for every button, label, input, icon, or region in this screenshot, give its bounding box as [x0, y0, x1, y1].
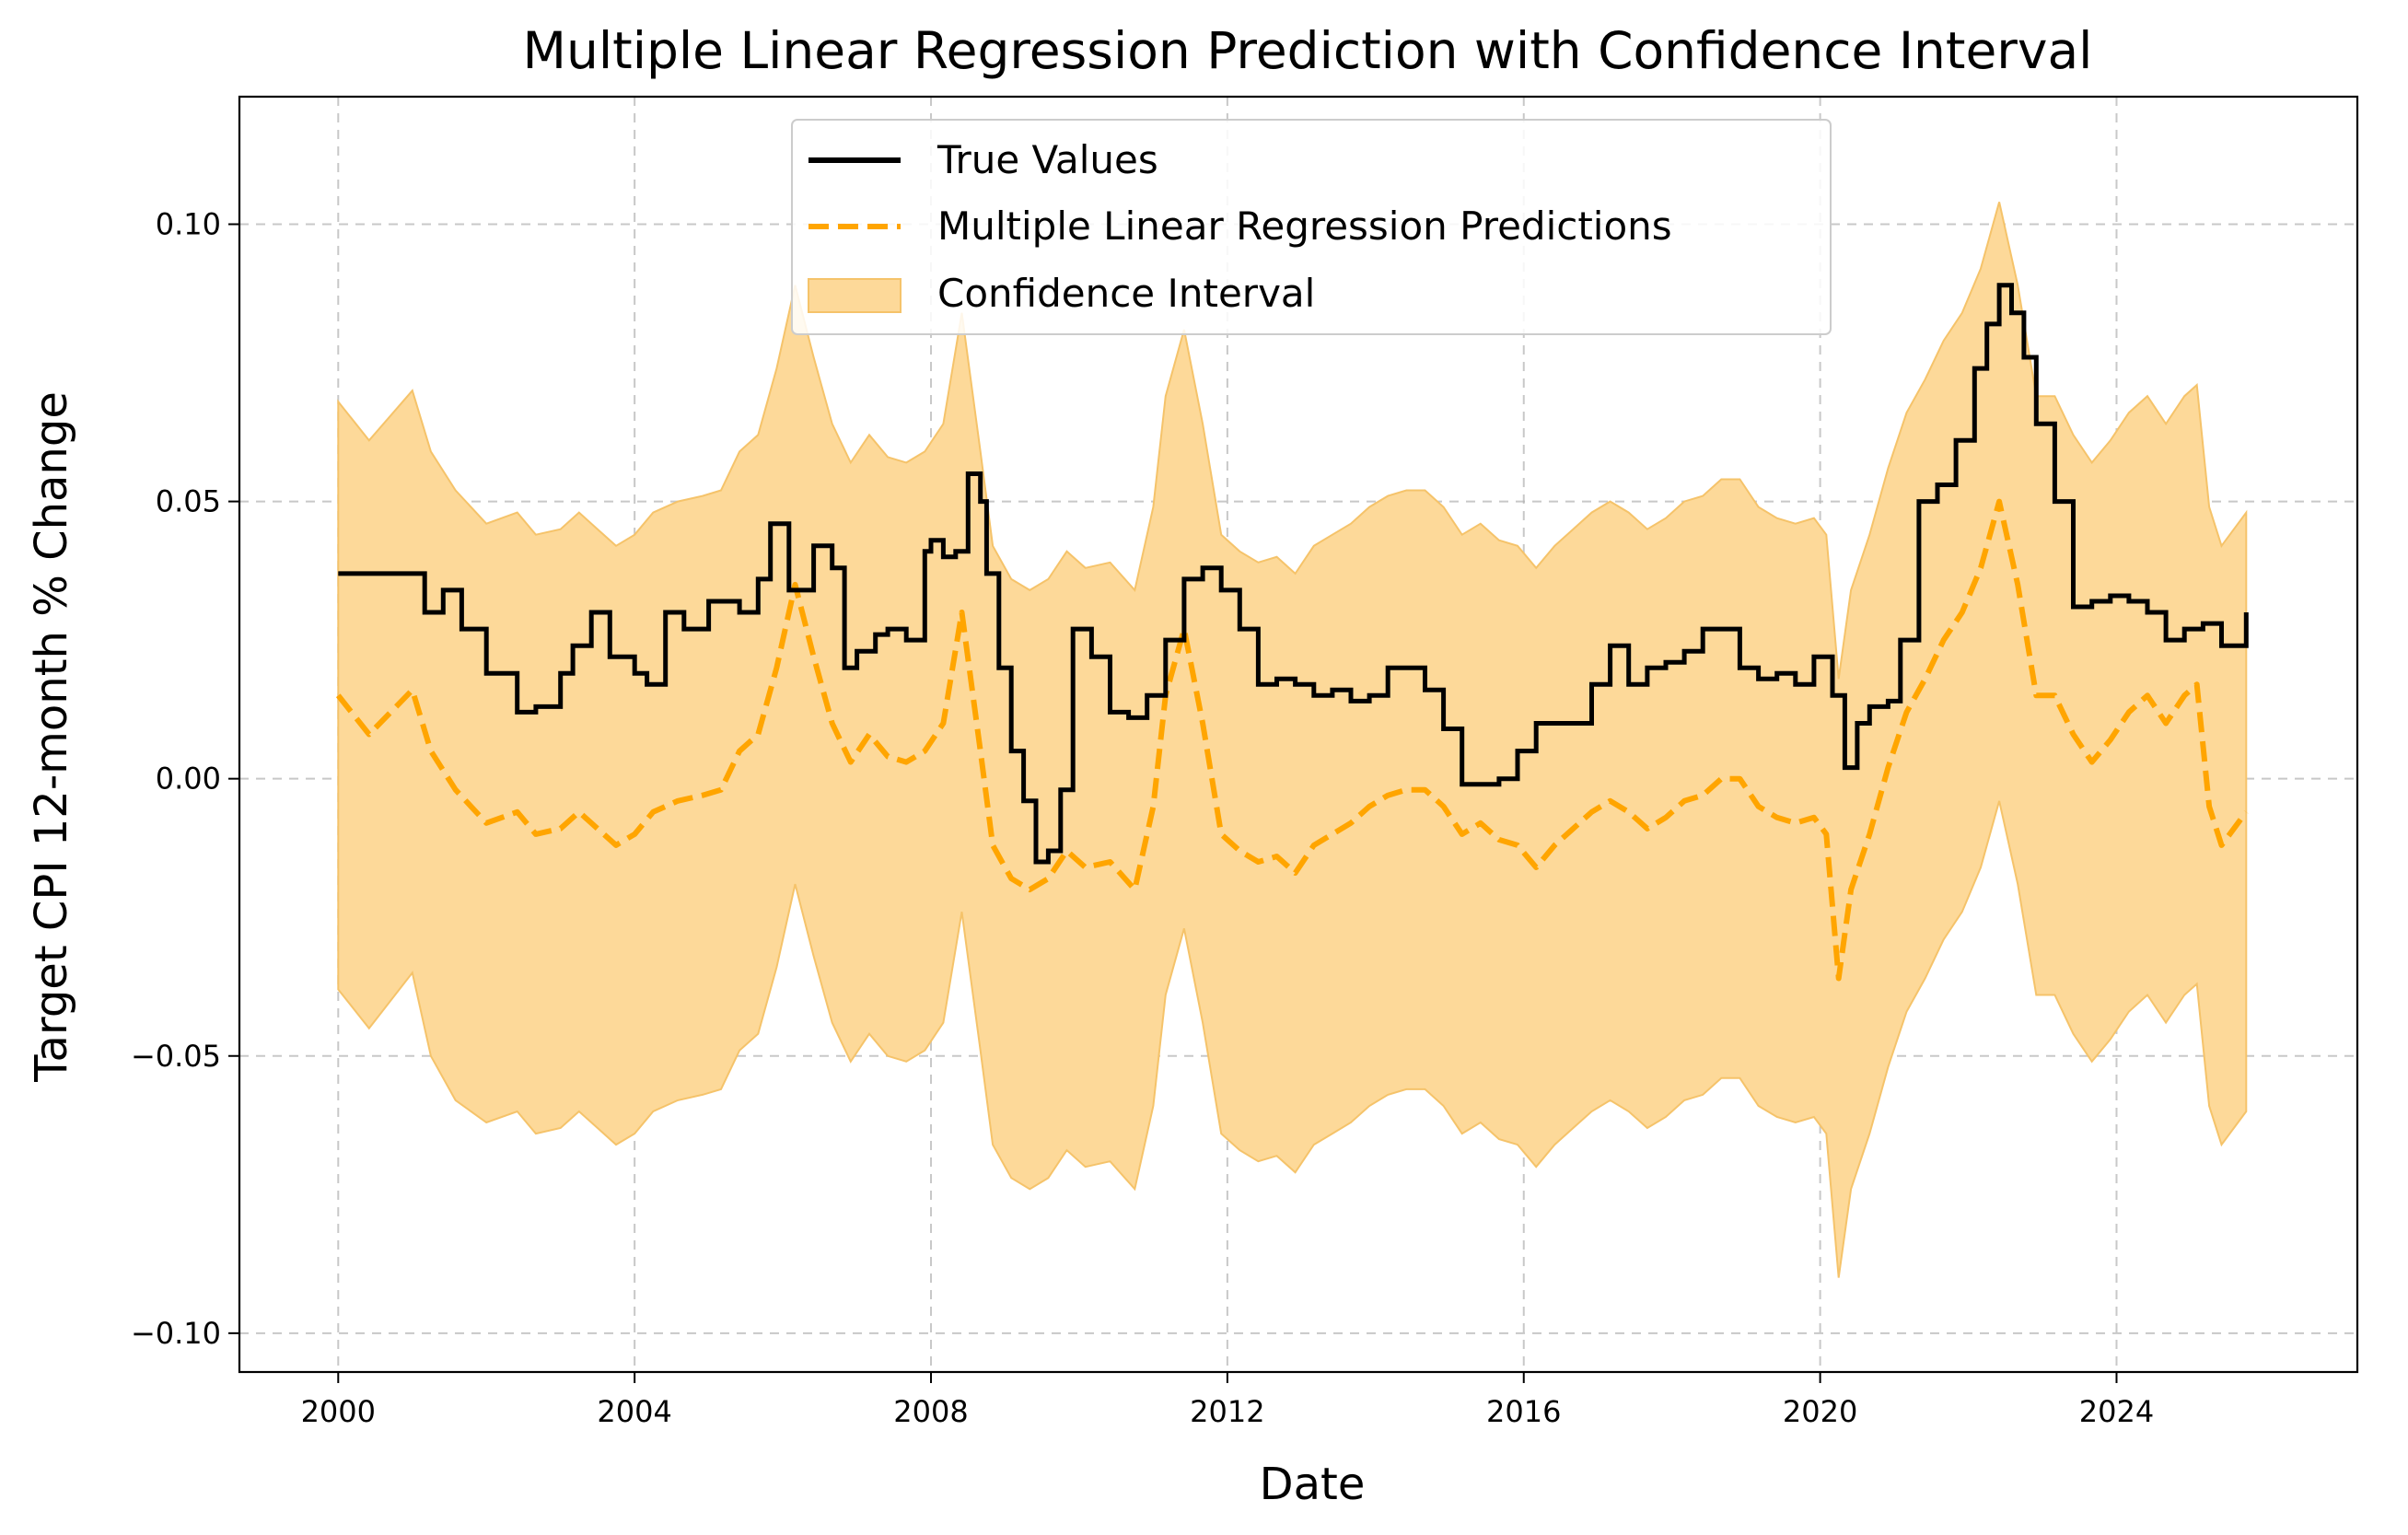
series-lines — [335, 283, 2249, 982]
x-axis-ticks: 2000 2004 2008 2012 2016 2020 2024 — [301, 1372, 2154, 1429]
predictions-line — [335, 498, 2249, 982]
legend-box — [791, 119, 1832, 335]
x-tick-label: 2016 — [1486, 1394, 1561, 1429]
y-tick-label: 0.00 — [156, 762, 221, 797]
y-tick-label: 0.05 — [156, 484, 221, 519]
y-axis-ticks: −0.10 −0.05 0.00 0.05 0.10 — [131, 207, 239, 1351]
plot-frame — [238, 95, 2359, 1374]
legend-swatch-confidence-interval — [808, 278, 902, 313]
x-tick-label: 2020 — [1783, 1394, 1857, 1429]
true-values-line — [338, 283, 2249, 865]
y-axis-label: Target CPI 12-month % Change — [26, 391, 77, 1083]
y-tick-label: −0.10 — [131, 1316, 221, 1351]
x-tick-label: 2012 — [1190, 1394, 1264, 1429]
x-tick-label: 2000 — [301, 1394, 376, 1429]
y-tick-label: 0.10 — [156, 207, 221, 242]
legend-label-confidence-interval: Confidence Interval — [937, 271, 1315, 316]
confidence-interval-area — [337, 202, 2248, 1278]
x-axis-label: Date — [1260, 1459, 1366, 1510]
legend-label-true-values: True Values — [936, 137, 1158, 182]
y-tick-label: −0.05 — [131, 1039, 221, 1074]
chart-title: Multiple Linear Regression Prediction wi… — [523, 21, 2093, 80]
x-tick-label: 2024 — [2079, 1394, 2154, 1429]
legend: True Values Multiple Linear Regression P… — [791, 119, 1832, 335]
legend-label-predictions: Multiple Linear Regression Predictions — [937, 204, 1672, 249]
x-tick-label: 2004 — [597, 1394, 671, 1429]
x-tick-label: 2008 — [893, 1394, 968, 1429]
confidence-interval-band — [337, 202, 2248, 1278]
